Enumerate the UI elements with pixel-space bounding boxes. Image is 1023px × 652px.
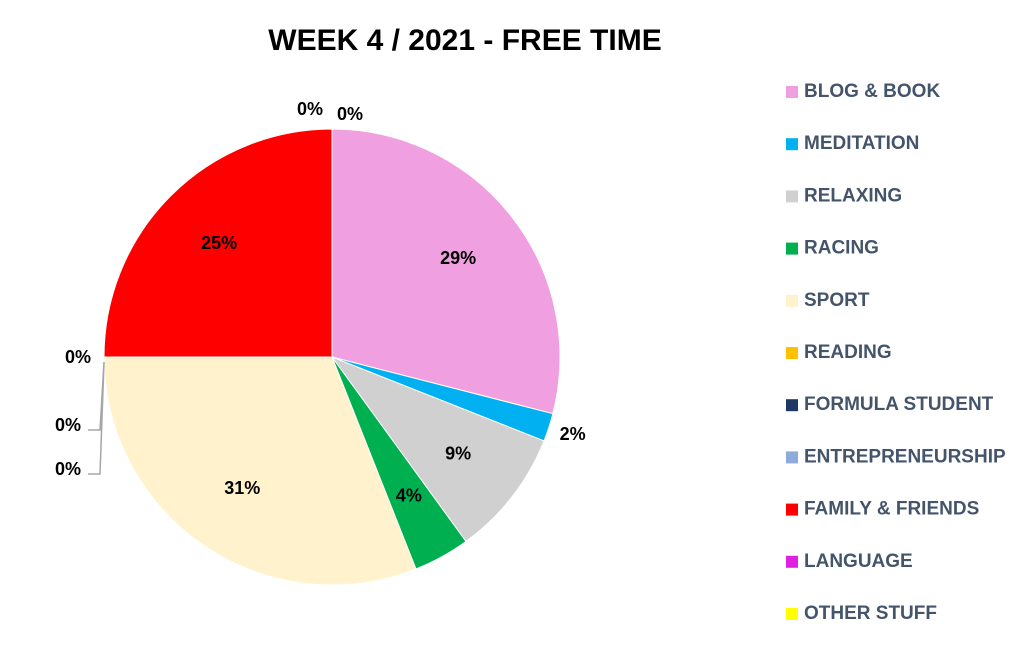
legend-label: READING	[804, 342, 892, 363]
pie: 29% 2% 9% 4% 31% 0% 0% 0% 25% 0% 0%	[55, 99, 586, 586]
legend-swatch	[786, 190, 798, 203]
data-label: 2%	[560, 424, 586, 444]
legend-label: RELAXING	[804, 185, 902, 206]
leader-lines	[88, 361, 105, 475]
legend-swatch	[786, 294, 798, 307]
legend-swatch	[786, 399, 798, 412]
data-label: 0%	[297, 99, 323, 119]
pie-slice	[103, 128, 333, 358]
legend-swatch	[786, 608, 798, 620]
chart-title: WEEK 4 / 2021 - FREE TIME	[268, 24, 661, 57]
pie-slice	[331, 128, 561, 415]
legend: BLOG & BOOK MEDITATION RELAXING RACING SPORT…	[786, 81, 1006, 624]
pie-slice	[330, 355, 545, 543]
data-label: 25%	[201, 233, 237, 253]
legend-swatch	[786, 555, 798, 568]
data-label: 4%	[396, 486, 422, 506]
pie-slice	[103, 356, 417, 586]
data-label: 0%	[65, 347, 91, 367]
legend-swatch	[786, 242, 798, 255]
legend-label: LANGUAGE	[804, 551, 913, 572]
data-label: 31%	[224, 478, 260, 498]
data-label: 0%	[55, 415, 81, 435]
legend-swatch	[786, 347, 798, 359]
legend-label: SPORT	[804, 290, 870, 311]
legend-label: ENTREPRENEURSHIP	[804, 446, 1006, 467]
legend-label: MEDITATION	[804, 133, 919, 154]
data-label: 29%	[440, 248, 476, 268]
data-label: 0%	[337, 104, 363, 124]
legend-swatch	[786, 138, 798, 151]
legend-label: RACING	[804, 238, 879, 259]
legend-swatch	[786, 503, 798, 516]
legend-label: FAMILY & FRIENDS	[804, 499, 979, 520]
legend-label: OTHER STUFF	[804, 603, 937, 624]
data-label: 0%	[55, 459, 81, 479]
legend-swatch	[786, 451, 798, 464]
legend-label: FORMULA STUDENT	[804, 394, 994, 415]
legend-label: BLOG & BOOK	[804, 81, 940, 102]
legend-swatch	[786, 86, 798, 98]
data-label: 9%	[445, 444, 471, 464]
